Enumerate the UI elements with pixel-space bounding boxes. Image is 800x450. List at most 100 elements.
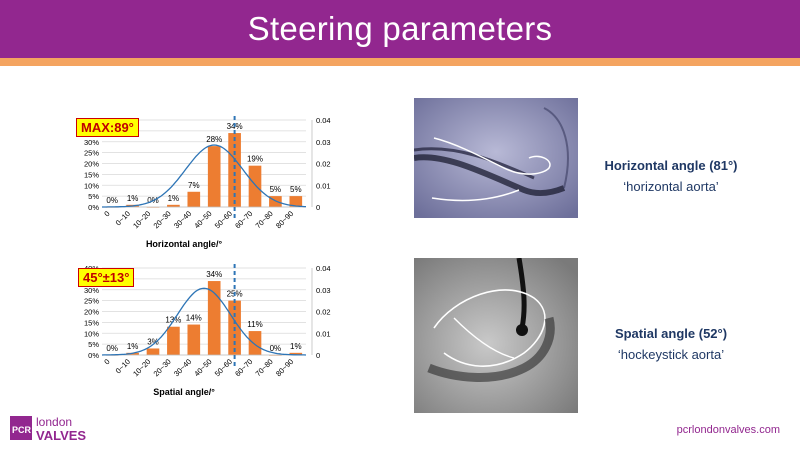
data-label: 14% [186,314,202,323]
x-tick-label: 40~50 [192,209,213,230]
x-tick-label: 60~70 [233,357,254,378]
x-axis-label: Horizontal angle/° [146,239,223,249]
spatial-caption-title: Spatial angle (52°) [614,326,728,341]
y2-tick-label: 0.04 [316,116,331,125]
horizontal-caption: Horizontal angle (81°) ‘horizontal aorta… [586,158,756,194]
bar [228,133,241,207]
horizontal-caption-subtitle: ‘horizontal aorta’ [623,179,719,194]
y2-tick-label: 0.03 [316,286,331,295]
data-label: 1% [127,194,139,203]
pcr-london-valves-logo: PCR london VALVES [10,412,130,444]
horizontal-caption-title: Horizontal angle (81°) [604,158,738,173]
data-label: 0% [106,344,118,353]
x-tick-label: 30~40 [172,209,193,230]
y2-tick-label: 0.02 [316,160,331,169]
spatial-caption-subtitle: ‘hockeystick aorta’ [617,347,725,362]
bar [207,281,221,355]
y2-tick-label: 0 [316,203,320,212]
logo-london: london [36,415,72,429]
x-tick-label: 20~30 [152,357,173,378]
y-tick-label: 10% [84,181,99,190]
y-tick-label: 10% [84,329,99,338]
spatial-angle-chart: 0%5%10%15%20%25%30%35%40%00.010.020.030.… [70,263,370,398]
x-tick-label: 80~90 [274,209,295,230]
data-label: 0% [106,196,118,205]
y-tick-label: 0% [88,203,99,212]
x-tick-label: 0~10 [114,209,132,227]
x-tick-label: 60~70 [233,209,254,230]
bar [126,352,139,355]
bar [187,191,201,207]
data-label: 11% [247,320,262,329]
angiogram-image-1 [413,98,578,218]
normal-curve [102,144,306,208]
x-tick-label: 0 [102,357,111,366]
x-tick-label: 80~90 [274,357,295,378]
chart-badge: MAX:89° [76,118,139,137]
y-tick-label: 25% [84,297,99,306]
y2-tick-label: 0.04 [316,264,331,273]
y-tick-label: 0% [88,351,99,360]
y-tick-label: 25% [84,149,99,158]
bar [167,326,180,355]
website-url: pcrlondonvalves.com [676,424,780,436]
angiogram-image-2 [414,257,578,413]
y2-tick-label: 0.03 [316,138,331,147]
x-tick-label: 30~40 [172,357,193,378]
data-label: 1% [168,194,180,203]
bar [207,146,221,207]
logo-graphic: PCR london VALVES [10,415,86,443]
bar [248,331,262,355]
data-label: 1% [127,342,139,351]
x-tick-label: 10~20 [131,209,152,230]
horizontal-aorta-image [413,98,578,218]
x-axis-label: Spatial angle/° [153,387,215,397]
data-label: 7% [188,181,200,190]
x-tick-label: 70~80 [254,209,275,230]
y-tick-label: 20% [84,160,99,169]
x-tick-label: 10~20 [131,357,152,378]
data-label: 3% [147,337,159,346]
x-tick-label: 20~30 [152,209,173,230]
bar [248,165,262,207]
accent-bar [0,58,800,66]
spatial-angle-chart-svg: 0%5%10%15%20%25%30%35%40%00.010.020.030.… [84,264,331,397]
data-label: 5% [290,185,302,194]
bar [269,196,282,207]
hockeystick-aorta-image [414,257,578,413]
data-label: 0% [270,344,282,353]
horizontal-angle-chart: 0%5%10%15%20%25%30%35%40%00.010.020.030.… [70,115,370,250]
normal-curve [101,287,307,356]
data-label: 19% [247,155,263,164]
x-tick-label: 40~50 [192,357,213,378]
y2-tick-label: 0 [316,351,320,360]
y2-tick-label: 0.01 [316,181,331,190]
x-tick-label: 50~60 [213,209,234,230]
data-label: 34% [206,270,222,279]
horizontal-angle-chart-svg: 0%5%10%15%20%25%30%35%40%00.010.020.030.… [84,116,331,249]
y2-tick-label: 0.02 [316,308,331,317]
x-tick-label: 70~80 [254,357,275,378]
slide-title: Steering parameters [0,0,800,58]
data-label: 28% [206,135,222,144]
x-tick-label: 0 [102,209,111,218]
bar [289,352,303,355]
chart-badge: 45°±13° [78,268,135,287]
y-tick-label: 5% [88,192,99,201]
y2-tick-label: 0.01 [316,329,331,338]
x-tick-label: 0~10 [114,357,132,375]
y-tick-label: 15% [84,318,99,327]
logo-valves: VALVES [36,428,86,443]
bar [187,324,201,355]
bar [167,204,180,207]
logo-pcr: PCR [12,425,32,435]
y-tick-label: 5% [88,340,99,349]
data-label: 1% [290,342,302,351]
bar [289,196,303,207]
spatial-caption: Spatial angle (52°) ‘hockeystick aorta’ [586,326,756,362]
bar [146,348,160,355]
y-tick-label: 15% [84,170,99,179]
y-tick-label: 30% [84,286,99,295]
x-tick-label: 50~60 [213,357,234,378]
y-tick-label: 20% [84,308,99,317]
